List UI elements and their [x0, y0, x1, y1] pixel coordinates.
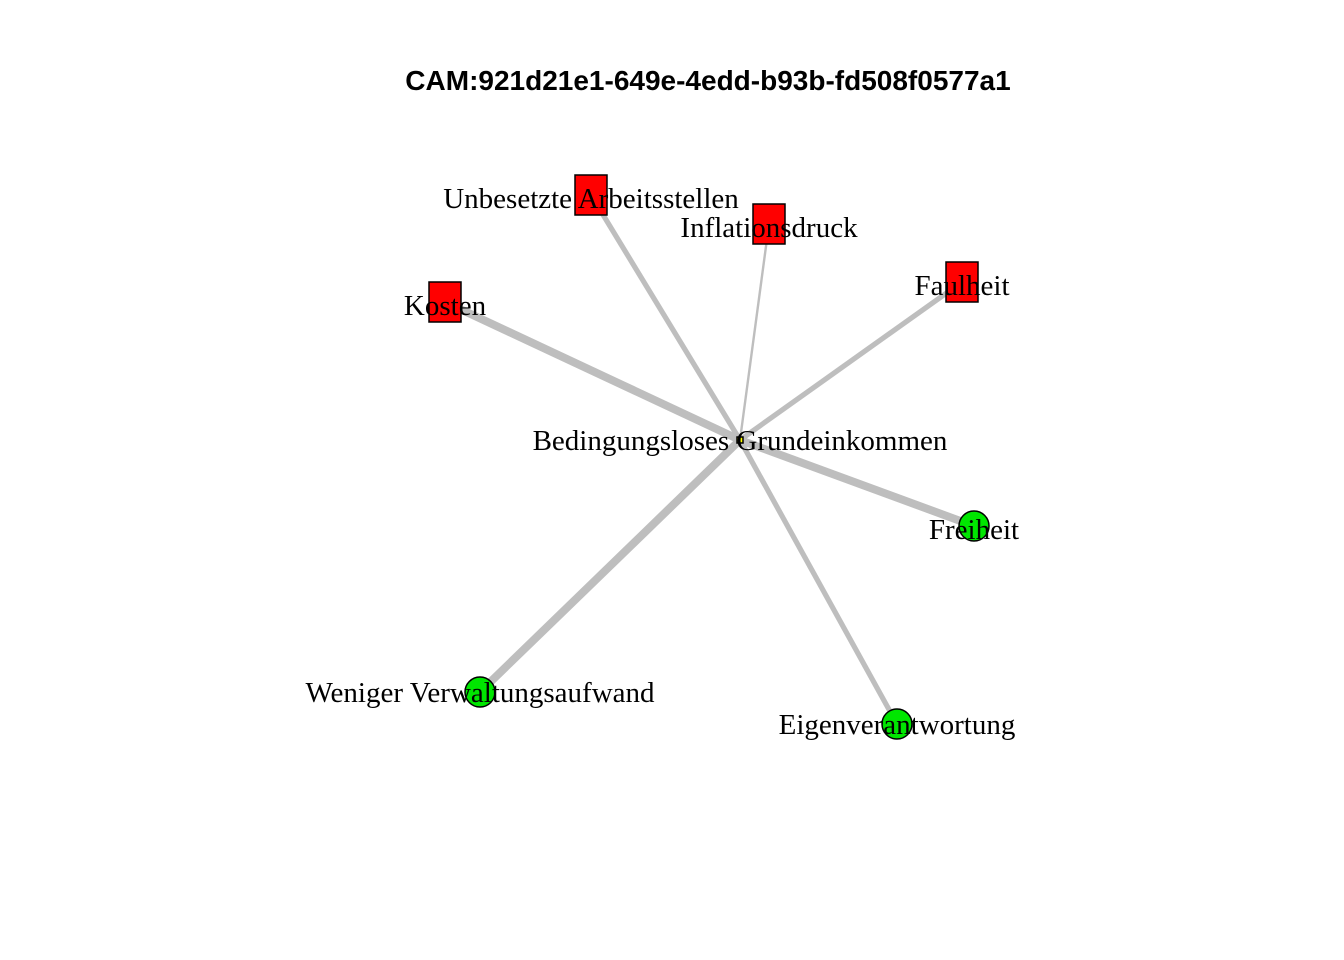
node-eigenverantwortung [881, 708, 913, 740]
node-label-eigenverantwortung: Eigenverantwortung [779, 709, 1016, 741]
edge-bgk-eigen [737, 438, 900, 726]
node-freiheit [958, 510, 990, 542]
node-faulheit [945, 261, 979, 303]
node-kosten [428, 281, 462, 323]
edges-layer [443, 193, 976, 726]
node-inflationsdruck [752, 203, 786, 245]
node-label-bedingungsloses-grundeinkommen: Bedingungsloses Grundeinkommen [533, 425, 948, 457]
labels-layer: Bedingungsloses Grundeinkommen Unbesetzte… [305, 183, 1019, 741]
nodes-layer [428, 174, 990, 740]
edge-bgk-unbesetzt [588, 193, 743, 442]
node-label-kosten: Kosten [404, 290, 487, 322]
edge-bgk-verwaltung [477, 437, 743, 695]
diagram-title: CAM:921d21e1-649e-4edd-b93b-fd508f0577a1 [405, 65, 1010, 96]
node-label-weniger-verwaltungsaufwand: Weniger Verwaltungsaufwand [305, 677, 655, 709]
edge-bgk-kosten [443, 298, 742, 444]
edge-bgk-freiheit [738, 436, 976, 530]
node-label-freiheit: Freiheit [929, 514, 1019, 546]
node-unbesetzte-arbeitsstellen [574, 174, 608, 216]
edge-bgk-faulheit [738, 279, 964, 443]
node-label-inflationsdruck: Inflationsdruck [680, 212, 858, 244]
node-label-unbesetzte-arbeitsstellen: Unbesetzte Arbeitsstellen [443, 183, 739, 215]
edge-bgk-inflation [738, 223, 771, 441]
node-bedingungsloses-grundeinkommen [736, 436, 744, 444]
node-weniger-verwaltungsaufwand [464, 676, 496, 708]
node-label-faulheit: Faulheit [914, 270, 1009, 302]
